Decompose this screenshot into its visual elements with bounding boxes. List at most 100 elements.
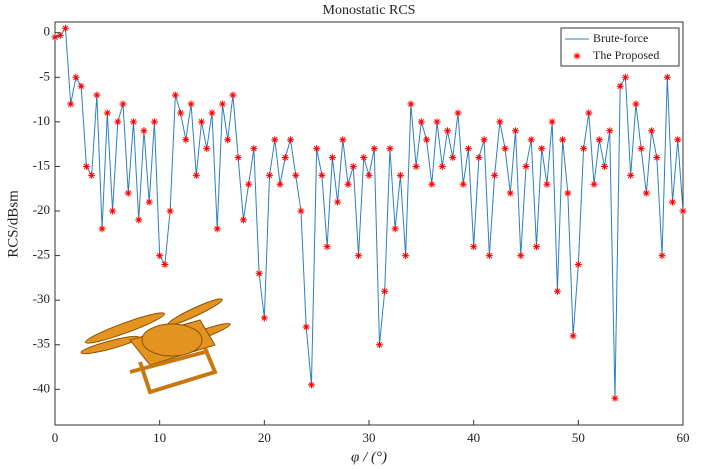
marker xyxy=(114,118,122,126)
y-tick-label: -15 xyxy=(33,157,50,172)
marker xyxy=(88,171,96,179)
marker xyxy=(187,100,195,108)
drone-illustration xyxy=(80,298,231,395)
y-tick-label: -10 xyxy=(33,113,50,128)
marker xyxy=(260,314,268,322)
marker xyxy=(370,145,378,153)
marker xyxy=(627,171,635,179)
marker xyxy=(423,136,431,144)
marker xyxy=(444,127,451,135)
marker xyxy=(360,154,368,162)
marker xyxy=(82,162,90,170)
marker xyxy=(119,100,127,108)
marker xyxy=(103,109,111,117)
marker xyxy=(339,136,347,144)
marker xyxy=(213,225,221,233)
marker xyxy=(538,145,546,153)
marker xyxy=(98,225,106,233)
marker xyxy=(166,207,174,215)
marker xyxy=(281,154,289,162)
marker xyxy=(590,180,598,188)
marker xyxy=(642,189,650,197)
marker xyxy=(109,207,117,215)
marker xyxy=(512,127,520,135)
marker xyxy=(276,180,284,188)
marker xyxy=(553,287,561,295)
y-tick-label: 0 xyxy=(44,24,51,39)
marker xyxy=(464,145,472,153)
marker xyxy=(658,252,666,260)
marker xyxy=(506,189,514,197)
x-tick-label: 10 xyxy=(153,430,166,445)
marker xyxy=(674,136,682,144)
marker xyxy=(171,91,179,99)
marker xyxy=(621,73,629,81)
marker xyxy=(595,136,603,144)
marker xyxy=(669,198,677,206)
marker xyxy=(218,100,226,108)
marker xyxy=(250,145,258,153)
marker xyxy=(318,171,326,179)
x-tick-label: 40 xyxy=(467,430,480,445)
marker xyxy=(161,261,169,269)
y-tick-label: -30 xyxy=(33,291,50,306)
marker xyxy=(449,154,457,162)
x-tick-label: 60 xyxy=(677,430,690,445)
marker xyxy=(574,261,582,269)
marker xyxy=(208,109,216,117)
marker xyxy=(386,145,394,153)
x-tick-label: 0 xyxy=(52,430,59,445)
marker xyxy=(56,31,64,39)
marker xyxy=(130,118,137,126)
marker xyxy=(485,252,493,260)
chart-title: Monostatic RCS xyxy=(323,3,416,18)
marker xyxy=(611,394,619,402)
marker xyxy=(192,171,200,179)
marker xyxy=(145,198,153,206)
marker xyxy=(606,127,614,135)
marker xyxy=(124,189,132,197)
y-axis-label: RCS/dBsm xyxy=(5,190,21,258)
marker xyxy=(637,145,645,153)
marker xyxy=(402,252,410,260)
marker xyxy=(229,91,237,99)
y-tick-label: -25 xyxy=(33,247,50,262)
marker xyxy=(391,225,399,233)
x-axis-label: φ / (°) xyxy=(351,449,387,465)
marker xyxy=(51,33,59,41)
marker xyxy=(459,180,467,188)
marker xyxy=(292,171,300,179)
marker xyxy=(355,252,363,260)
marker xyxy=(61,24,69,32)
marker xyxy=(428,180,436,188)
marker xyxy=(407,100,415,108)
marker xyxy=(266,171,274,179)
marker xyxy=(601,162,608,170)
marker xyxy=(72,73,80,81)
marker xyxy=(569,332,577,340)
legend-label: Brute-force xyxy=(593,31,648,45)
marker xyxy=(548,118,556,126)
marker xyxy=(156,252,164,260)
marker xyxy=(470,243,478,251)
x-tick-label: 30 xyxy=(363,430,376,445)
marker xyxy=(454,109,462,117)
x-tick-label: 20 xyxy=(258,430,271,445)
marker xyxy=(396,171,404,179)
marker xyxy=(517,252,525,260)
marker xyxy=(527,136,535,144)
marker xyxy=(328,154,336,162)
marker xyxy=(307,381,315,389)
marker xyxy=(381,287,389,295)
marker xyxy=(648,127,656,135)
marker xyxy=(234,154,242,162)
marker xyxy=(287,136,294,144)
marker xyxy=(480,136,488,144)
marker xyxy=(323,243,331,251)
marker xyxy=(297,207,305,215)
marker xyxy=(334,198,342,206)
y-tick-label: -5 xyxy=(39,68,50,83)
marker xyxy=(559,136,567,144)
